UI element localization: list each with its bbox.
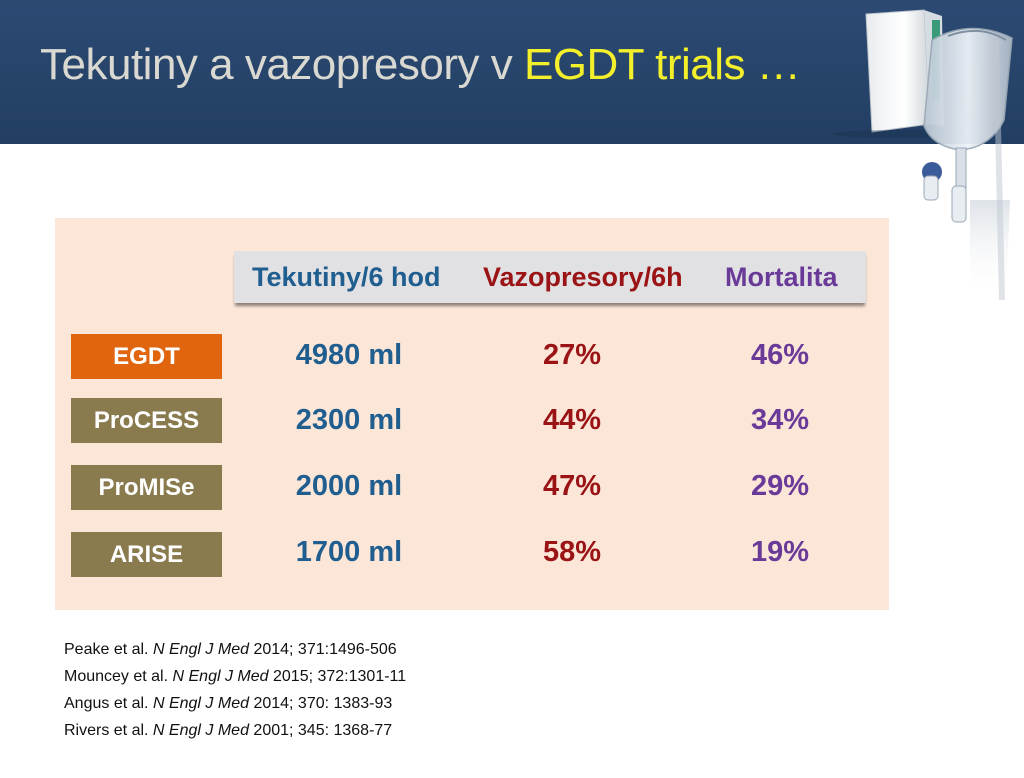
vasopressors-cell: 27% — [542, 339, 602, 371]
iv-bag-image — [832, 9, 1013, 300]
reference-rivers: Rivers et al. N Engl J Med 2001; 345: 13… — [64, 722, 393, 739]
fluids-cell: 4980 ml — [295, 339, 403, 371]
mortality-cell: 46% — [750, 339, 810, 371]
column-header-vasopressors: Vazopresory/6h — [483, 262, 683, 292]
mortality-cell: 19% — [750, 536, 810, 568]
fluids-cell: 2000 ml — [295, 470, 403, 502]
fluids-cell: 2300 ml — [295, 404, 403, 436]
trial-badge-arise: ARISE — [71, 532, 222, 577]
vasopressors-cell: 47% — [542, 470, 602, 502]
reference-mouncey: Mouncey et al. N Engl J Med 2015; 372:13… — [64, 668, 407, 685]
reference-peake: Peake et al. N Engl J Med 2014; 371:1496… — [64, 641, 397, 658]
title-highlight-text: EGDT trials … — [523, 40, 801, 89]
slide-header: Tekutiny a vazopresory v EGDT trials … — [0, 0, 1024, 144]
title-main-text: Tekutiny a vazopresory v — [40, 40, 524, 89]
trial-badge-process: ProCESS — [71, 398, 222, 443]
fluids-cell: 1700 ml — [295, 536, 403, 568]
mortality-cell: 34% — [750, 404, 810, 436]
column-header-fluids: Tekutiny/6 hod — [252, 262, 441, 292]
reference-angus: Angus et al. N Engl J Med 2014; 370: 138… — [64, 695, 393, 712]
mortality-cell: 29% — [750, 470, 810, 502]
vasopressors-cell: 44% — [542, 404, 602, 436]
trial-badge-promise: ProMISe — [71, 465, 222, 510]
column-header-bar — [234, 251, 866, 303]
column-header-mortality: Mortalita — [725, 262, 838, 292]
trial-badge-egdt: EGDT — [71, 334, 222, 379]
slide-title: Tekutiny a vazopresory v EGDT trials … — [40, 40, 801, 90]
vasopressors-cell: 58% — [542, 536, 602, 568]
